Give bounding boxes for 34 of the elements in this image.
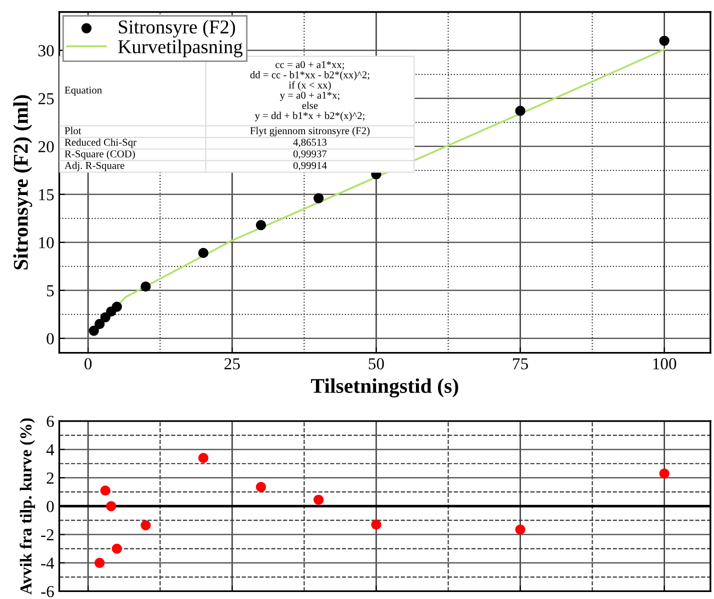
- y-tick-label: 0: [46, 333, 54, 344]
- x-tick-label: 50: [368, 358, 384, 370]
- y-tick-label: 0: [46, 500, 54, 512]
- annotation: Plot: [64, 126, 82, 134]
- y-axis-title: Avvik fra tilp. kurve (%): [20, 418, 35, 594]
- y-tick-label: 4: [46, 444, 54, 456]
- y-tick-label: 10: [39, 237, 54, 248]
- annotation: Reduced Chi-Sqr: [64, 138, 136, 148]
- y-tick-label: 30: [38, 45, 54, 56]
- y-axis-title: Sitronsyre (F2) (ml): [13, 95, 32, 270]
- y-tick-label: -2: [41, 529, 54, 540]
- x-tick-label: 0: [84, 358, 92, 370]
- y-tick-label: 6: [46, 416, 54, 428]
- annotation: 4,86513: [293, 138, 326, 148]
- y-tick-label: -6: [41, 586, 54, 598]
- x-tick-label: 25: [224, 358, 240, 370]
- legend-label: Sitronsyre (F2): [118, 20, 236, 38]
- annotation: Equation: [64, 86, 102, 96]
- x-axis-title: Tilsetningstid (s): [310, 378, 458, 398]
- annotation: 0,99937: [293, 150, 327, 159]
- x-tick-label: 75: [513, 358, 528, 370]
- y-tick-label: 5: [47, 285, 54, 296]
- y-tick-label: 25: [38, 93, 54, 104]
- annotation: Flyt gjennom sitronsyre (F2): [250, 126, 370, 136]
- annotation: cc = a0 + a1*xx; dd = cc - b1*xx - b2*(xx)^2; if (x < xx) y = a0 + a1*x; else y = dd + b1*x + b2*(x)^2;: [250, 61, 370, 122]
- annotation: R-Square (COD): [64, 150, 135, 160]
- x-tick-label: 100: [653, 358, 676, 370]
- y-tick-label: -4: [41, 558, 54, 569]
- y-tick-label: 20: [38, 141, 54, 152]
- legend-label: Kurvetilpasning: [118, 40, 243, 58]
- annotation: Adj. R-Square: [64, 162, 124, 172]
- y-tick-label: 15: [39, 189, 54, 200]
- y-tick-label: 2: [46, 472, 54, 484]
- annotation: 0,99914: [293, 162, 327, 170]
